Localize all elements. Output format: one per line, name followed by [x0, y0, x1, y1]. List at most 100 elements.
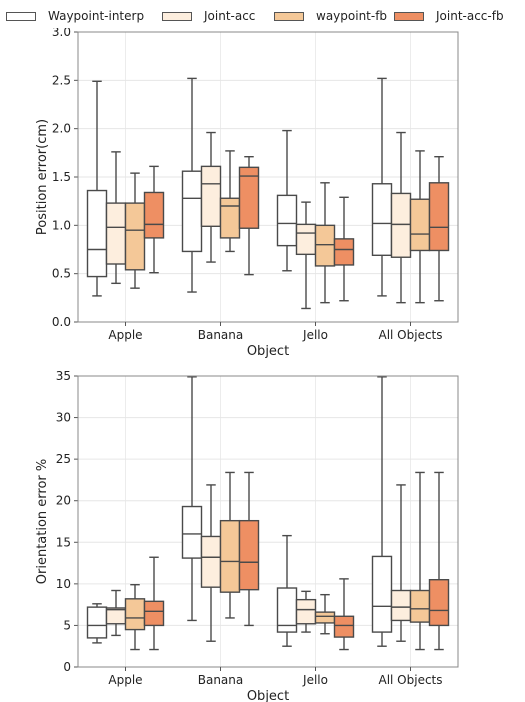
box-iqr	[390, 589, 412, 622]
y-axis-label: Orientation error %	[35, 459, 50, 584]
box-iqr	[333, 238, 355, 266]
position-error-chart: 0.0 0.5 1.0 1.5 2.0 2.5 3.0 Apple Banana Jello All…	[35, 28, 459, 358]
box-waypoint-interp-banana	[181, 376, 203, 622]
box-joint-acc-fb-apple	[143, 556, 165, 651]
box-iqr	[181, 505, 203, 559]
box-joint-acc-fb-jello	[333, 196, 355, 302]
box-iqr	[333, 615, 355, 638]
x-tick-label: Jello	[302, 673, 328, 687]
y-tick-label: 2.5	[52, 73, 71, 87]
x-tick-label: Banana	[198, 328, 244, 342]
x-axis-label: Object	[247, 344, 289, 358]
box-waypoint-interp-all-objects	[371, 376, 393, 647]
legend: Waypoint-interp Joint-acc waypoint-fb Jo…	[0, 0, 525, 30]
legend-item-joint-acc: Joint-acc	[162, 9, 255, 23]
box-iqr	[371, 183, 393, 256]
box-waypoint-fb-apple	[124, 172, 146, 289]
y-tick-label: 1.5	[52, 170, 71, 184]
y-tick-label: 0.0	[52, 315, 71, 329]
box-iqr	[219, 197, 241, 239]
y-tick-label: 10	[56, 577, 71, 591]
box-iqr	[200, 165, 222, 228]
y-tick-label: 2.0	[52, 122, 71, 136]
box-waypoint-fb-all-objects	[409, 471, 431, 651]
box-iqr	[409, 589, 431, 623]
y-tick-label: 35	[56, 369, 71, 383]
box-waypoint-interp-banana	[181, 77, 203, 293]
box-waypoint-fb-jello	[314, 182, 336, 304]
x-tick-label: All Objects	[378, 673, 442, 687]
box-joint-acc-fb-jello	[333, 578, 355, 651]
box-iqr	[124, 598, 146, 631]
x-tick-label: Jello	[302, 328, 328, 342]
orientation-error-chart: 0 5 10 15 20 25 30 35 Apple Banana Jello All Object…	[35, 369, 459, 702]
box-iqr	[86, 189, 108, 278]
box-iqr	[314, 224, 336, 267]
box-joint-acc-banana	[200, 131, 222, 263]
y-tick-label: 5	[63, 618, 71, 632]
box-joint-acc-all-objects	[390, 131, 412, 304]
box-iqr	[238, 166, 260, 229]
box-iqr	[409, 198, 431, 252]
legend-label: Joint-acc	[204, 9, 256, 23]
box-joint-acc-fb-apple	[143, 165, 165, 274]
box-joint-acc-fb-all-objects	[428, 471, 450, 651]
box-waypoint-fb-banana	[219, 471, 241, 619]
legend-item-joint-acc-fb: Joint-acc-fb	[394, 9, 504, 23]
y-tick-label: 0	[63, 660, 71, 674]
box-iqr	[219, 519, 241, 593]
legend-swatch	[274, 11, 304, 21]
y-tick-label: 1.0	[52, 218, 71, 232]
box-waypoint-fb-all-objects	[409, 150, 431, 304]
box-iqr	[105, 202, 127, 265]
y-tick-label: 20	[56, 494, 71, 508]
box-iqr	[238, 519, 260, 591]
box-iqr	[181, 170, 203, 253]
y-axis-label: Position error(cm)	[35, 119, 50, 235]
legend-swatch	[6, 11, 36, 21]
x-tick-label: All Objects	[378, 328, 442, 342]
y-tick-label: 15	[56, 535, 71, 549]
box-joint-acc-all-objects	[390, 484, 412, 642]
box-waypoint-fb-jello	[314, 593, 336, 635]
y-tick-label: 25	[56, 452, 71, 466]
box-joint-acc-apple	[105, 589, 127, 637]
box-joint-acc-fb-all-objects	[428, 155, 450, 302]
x-tick-label: Apple	[108, 328, 142, 342]
box-waypoint-interp-jello	[276, 129, 298, 272]
box-iqr	[428, 578, 450, 627]
box-iqr	[390, 192, 412, 258]
plot-frame	[77, 31, 459, 323]
legend-label: Joint-acc-fb	[436, 9, 504, 23]
x-axis-label: Object	[247, 689, 289, 702]
legend-item-waypoint-interp: Waypoint-interp	[6, 9, 144, 23]
box-iqr	[143, 600, 165, 627]
box-iqr	[295, 223, 317, 256]
legend-item-waypoint-fb: waypoint-fb	[274, 9, 387, 23]
box-joint-acc-fb-banana	[238, 471, 260, 627]
legend-swatch	[394, 11, 424, 21]
box-waypoint-fb-banana	[219, 150, 241, 253]
box-iqr	[276, 194, 298, 247]
box-iqr	[371, 555, 393, 633]
x-tick-label: Apple	[108, 673, 142, 687]
box-waypoint-fb-apple	[124, 583, 146, 651]
y-tick-label: 0.5	[52, 267, 71, 281]
y-tick-label: 30	[56, 411, 71, 425]
box-waypoint-interp-all-objects	[371, 77, 393, 297]
legend-label: waypoint-fb	[316, 9, 388, 23]
box-iqr	[105, 607, 127, 625]
box-iqr	[314, 611, 336, 624]
box-joint-acc-banana	[200, 484, 222, 642]
box-iqr	[295, 598, 317, 625]
box-iqr	[143, 191, 165, 239]
x-tick-label: Banana	[198, 673, 244, 687]
box-iqr	[200, 535, 222, 588]
box-joint-acc-jello	[295, 201, 317, 310]
box-waypoint-interp-apple	[86, 603, 108, 644]
box-joint-acc-fb-banana	[238, 155, 260, 276]
legend-swatch	[162, 11, 192, 21]
box-iqr	[428, 182, 450, 252]
box-joint-acc-jello	[295, 590, 317, 633]
legend-label: Waypoint-interp	[48, 9, 145, 23]
